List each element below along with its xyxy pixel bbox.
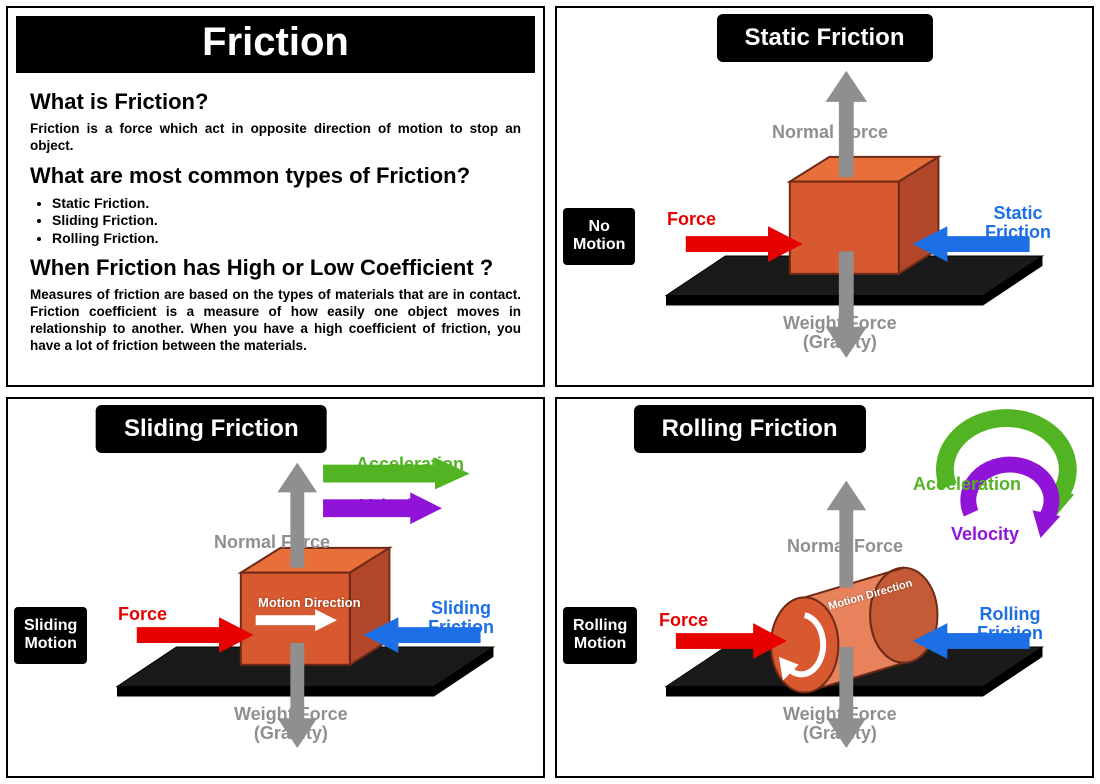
normal-arrow [826, 481, 866, 588]
sliding-motion-chip: Sliding Motion [14, 607, 87, 664]
q1-heading: What is Friction? [30, 89, 521, 115]
static-motion-chip: No Motion [563, 208, 635, 265]
weight-label: Weight Force (Gravity) [234, 705, 348, 743]
friction-label-l2: Friction [977, 623, 1043, 643]
friction-label-l2: Friction [985, 222, 1051, 242]
rolling-panel: Rolling Friction Rolling Motion [555, 397, 1094, 778]
static-panel: Static Friction No Motion [555, 6, 1094, 387]
normal-force-label: Normal Force [214, 533, 330, 552]
weight-label: Weight Force (Gravity) [783, 705, 897, 743]
friction-label-l1: Rolling [980, 604, 1041, 624]
types-list: Static Friction. Sliding Friction. Rolli… [52, 195, 521, 248]
q3-heading: When Friction has High or Low Coefficien… [30, 255, 521, 281]
sliding-panel: Sliding Friction Sliding Motion [6, 397, 545, 778]
block-motion-label: Motion Direction [258, 595, 361, 610]
info-body: What is Friction? Friction is a force wh… [8, 79, 543, 371]
weight-label-l2: (Gravity) [803, 723, 877, 743]
motion-chip-line2: Motion [574, 635, 626, 652]
a1-text: Friction is a force which act in opposit… [30, 121, 521, 155]
weight-label-l1: Weight Force [234, 704, 348, 724]
velocity-label: Velocity [951, 525, 1019, 544]
weight-label: Weight Force (Gravity) [783, 314, 897, 352]
force-label: Force [659, 611, 708, 630]
a3-text: Measures of friction are based on the ty… [30, 287, 521, 355]
acceleration-label: Acceleration [356, 455, 464, 474]
info-panel: Friction What is Friction? Friction is a… [6, 6, 545, 387]
weight-label-l2: (Gravity) [254, 723, 328, 743]
acceleration-label: Acceleration [913, 475, 1021, 494]
motion-chip-line2: Motion [24, 635, 76, 652]
motion-chip-line1: No [589, 218, 610, 235]
block-shape [790, 157, 939, 274]
friction-label: Static Friction [985, 204, 1051, 242]
force-label: Force [118, 605, 167, 624]
weight-label-l2: (Gravity) [803, 332, 877, 352]
motion-chip-line1: Sliding [24, 617, 77, 634]
normal-force-label: Normal Force [772, 123, 888, 142]
friction-label-l1: Sliding [431, 598, 491, 618]
motion-chip-line2: Motion [573, 236, 625, 253]
sliding-title-chip: Sliding Friction [96, 405, 327, 453]
friction-label-l2: Friction [428, 617, 494, 637]
weight-label-l1: Weight Force [783, 704, 897, 724]
friction-label: Rolling Friction [977, 605, 1043, 643]
type-item: Static Friction. [52, 195, 521, 213]
static-title-chip: Static Friction [716, 14, 932, 62]
friction-label: Sliding Friction [428, 599, 494, 637]
type-item: Rolling Friction. [52, 230, 521, 248]
weight-label-l1: Weight Force [783, 313, 897, 333]
main-title: Friction [16, 16, 535, 73]
rolling-motion-chip: Rolling Motion [563, 607, 637, 664]
force-label: Force [667, 210, 716, 229]
motion-chip-line1: Rolling [573, 617, 627, 634]
friction-label-l1: Static [993, 203, 1042, 223]
normal-force-label: Normal Force [787, 537, 903, 556]
type-item: Sliding Friction. [52, 212, 521, 230]
velocity-label: Velocity [360, 497, 428, 516]
q2-heading: What are most common types of Friction? [30, 163, 521, 189]
rolling-title-chip: Rolling Friction [634, 405, 866, 453]
